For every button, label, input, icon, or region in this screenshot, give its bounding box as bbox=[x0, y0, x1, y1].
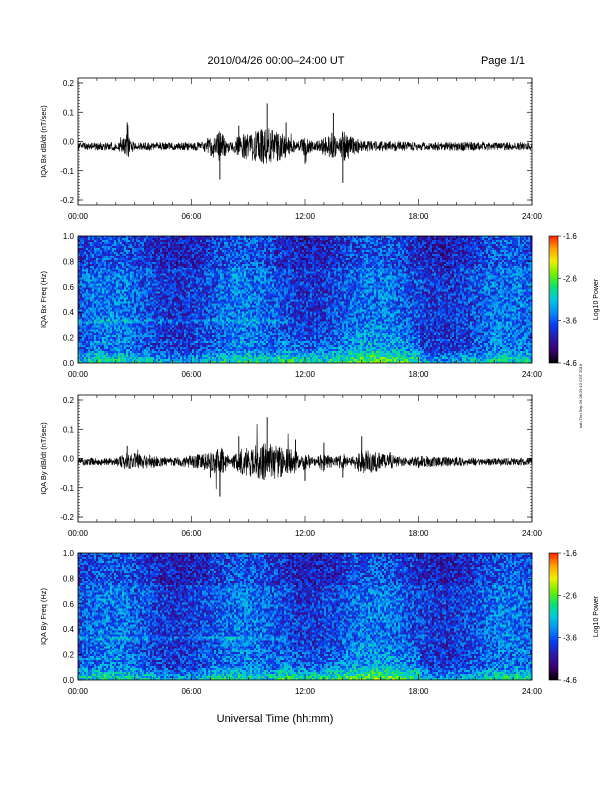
colorbar-tick-label: -2.6 bbox=[563, 274, 577, 283]
x-tick-label: 06:00 bbox=[181, 370, 202, 379]
y-tick-label: -0.2 bbox=[60, 513, 74, 522]
y-tick-label: 0.8 bbox=[63, 257, 75, 266]
x-tick-label: 12:00 bbox=[295, 529, 316, 538]
x-tick-label: 12:00 bbox=[295, 212, 316, 221]
y-axis-title: IQA By dB/dt (nT/sec) bbox=[39, 422, 48, 495]
x-tick-label: 18:00 bbox=[408, 212, 429, 221]
y-axis-title: IQA Bx Freq (Hz) bbox=[39, 270, 48, 328]
x-tick-label: 06:00 bbox=[181, 529, 202, 538]
x-tick-label: 12:00 bbox=[295, 370, 316, 379]
y-tick-label: 0.4 bbox=[63, 308, 75, 317]
colorbar-label: Log10 Power bbox=[593, 278, 600, 320]
plot-frame bbox=[77, 77, 533, 206]
print-stamp: eah Thu Sep 26 08:29:13 CST 2019 bbox=[578, 363, 583, 428]
y-tick-label: 0.0 bbox=[63, 359, 75, 368]
x-tick-label: 18:00 bbox=[408, 687, 429, 696]
colorbar-tick-label: -3.6 bbox=[563, 634, 577, 643]
panel-3: 0.2 0.1 0.0 -0.1 -0.2 00:00 06:00 12:00 18:00 24:… bbox=[39, 394, 543, 538]
colorbar bbox=[548, 552, 559, 681]
colorbar bbox=[548, 235, 559, 364]
y-tick-label: 0.0 bbox=[63, 676, 75, 685]
y-tick-label: 0.2 bbox=[63, 79, 75, 88]
y-tick-label: 0.6 bbox=[63, 283, 75, 292]
y-axis-title: IQA By Freq (Hz) bbox=[39, 587, 48, 645]
y-tick-label: 0.1 bbox=[63, 425, 75, 434]
x-tick-label: 00:00 bbox=[68, 687, 89, 696]
panel-4: -1.6 -2.6 -3.6 -4.6 Log10 Power 1.0 0.8 0.6 0.4 0… bbox=[39, 549, 600, 696]
y-tick-label: 1.0 bbox=[63, 549, 75, 558]
trace-line bbox=[77, 423, 533, 497]
y-tick-label: 0.0 bbox=[63, 138, 75, 147]
x-tick-label: 18:00 bbox=[408, 529, 429, 538]
page-title: 2010/04/26 00:00–24:00 UT bbox=[207, 55, 344, 67]
x-axis-title: Universal Time (hh:mm) bbox=[217, 713, 334, 725]
x-tick-label: 00:00 bbox=[68, 370, 89, 379]
colorbar-tick-label: -1.6 bbox=[563, 549, 577, 558]
y-tick-label: -0.1 bbox=[60, 484, 74, 493]
x-tick-label: 24:00 bbox=[522, 687, 543, 696]
spectrogram-image bbox=[78, 236, 532, 363]
y-tick-label: 1.0 bbox=[63, 232, 75, 241]
panel-1: 0.2 0.1 0.0 -0.1 -0.2 00:00 06:00 12:00 18:00 24:… bbox=[39, 77, 543, 221]
y-tick-label: 0.6 bbox=[63, 600, 75, 609]
y-tick-label: 0.1 bbox=[63, 108, 75, 117]
x-tick-label: 00:00 bbox=[68, 212, 89, 221]
spectrogram-image bbox=[78, 553, 532, 680]
x-tick-label: 06:00 bbox=[181, 212, 202, 221]
y-tick-label: 0.2 bbox=[63, 396, 75, 405]
y-tick-label: 0.8 bbox=[63, 574, 75, 583]
x-tick-label: 24:00 bbox=[522, 529, 543, 538]
x-tick-label: 18:00 bbox=[408, 370, 429, 379]
colorbar-tick-label: -3.6 bbox=[563, 317, 577, 326]
colorbar-tick-label: -4.6 bbox=[563, 676, 577, 685]
colorbar-label: Log10 Power bbox=[593, 595, 600, 637]
x-tick-label: 12:00 bbox=[295, 687, 316, 696]
y-tick-label: 0.0 bbox=[63, 455, 75, 464]
y-tick-label: 0.2 bbox=[63, 334, 75, 343]
colorbar-tick-label: -1.6 bbox=[563, 232, 577, 241]
x-tick-label: 24:00 bbox=[522, 370, 543, 379]
y-axis-title: IQA Bx dB/dt (nT/sec) bbox=[39, 105, 48, 178]
x-tick-label: 24:00 bbox=[522, 212, 543, 221]
page-number: Page 1/1 bbox=[481, 55, 525, 67]
x-tick-label: 00:00 bbox=[68, 529, 89, 538]
x-tick-label: 06:00 bbox=[181, 687, 202, 696]
colorbar-tick-label: -2.6 bbox=[563, 591, 577, 600]
y-tick-label: -0.2 bbox=[60, 196, 74, 205]
y-tick-label: 0.2 bbox=[63, 651, 75, 660]
panel-2: -1.6 -2.6 -3.6 -4.6 Log10 Power 1.0 0.8 0.6 0.4 0… bbox=[39, 232, 600, 379]
y-tick-label: -0.1 bbox=[60, 167, 74, 176]
y-tick-label: 0.4 bbox=[63, 625, 75, 634]
colorbar-tick-label: -4.6 bbox=[563, 359, 577, 368]
